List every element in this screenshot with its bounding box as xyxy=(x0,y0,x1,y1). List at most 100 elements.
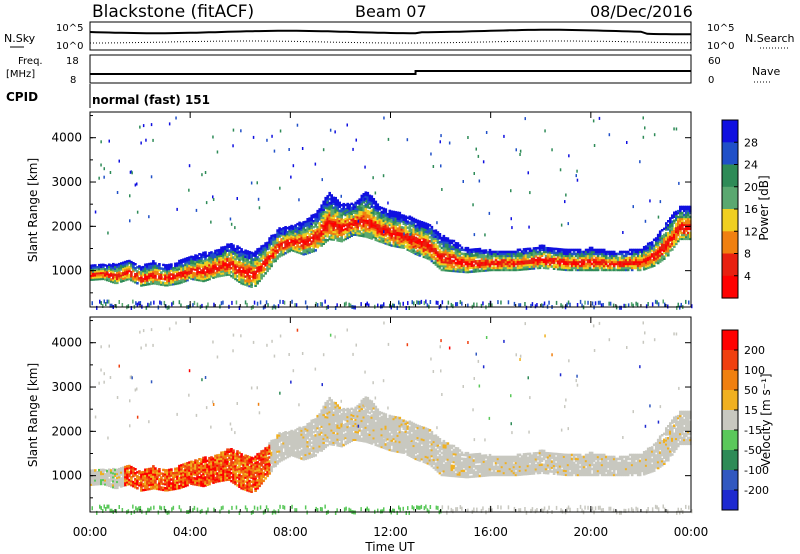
power-cell xyxy=(432,247,436,251)
velocity-cell xyxy=(126,475,129,478)
power-cell xyxy=(675,234,678,238)
power-near-range xyxy=(662,299,664,304)
power-cell xyxy=(240,272,243,275)
power-cell xyxy=(346,206,349,210)
velocity-cell xyxy=(222,459,225,462)
power-cell xyxy=(372,220,376,223)
power-cell xyxy=(669,219,672,222)
power-cell xyxy=(218,264,221,268)
velocity-cell xyxy=(198,464,201,467)
power-near-range xyxy=(324,299,326,304)
power-cell xyxy=(310,226,313,230)
power-cell xyxy=(174,262,177,266)
power-cell xyxy=(386,222,390,226)
power-colorbar-label: Power [dB] xyxy=(757,175,771,240)
power-cell xyxy=(442,266,446,270)
power-scatter xyxy=(441,188,443,191)
power-cell xyxy=(398,225,402,229)
power-cell xyxy=(246,272,249,275)
power-cell xyxy=(424,248,428,251)
noise-left-tick-top: 10^5 xyxy=(56,23,83,34)
power-cell xyxy=(476,252,480,255)
velocity-cell xyxy=(194,465,197,468)
power-cell xyxy=(514,260,518,264)
power-cell xyxy=(258,269,261,273)
power-cell xyxy=(466,270,470,274)
power-cell xyxy=(390,226,394,229)
power-cell xyxy=(548,257,552,260)
velocity-cell xyxy=(104,473,107,476)
power-cell xyxy=(338,221,341,225)
power-cell xyxy=(324,220,327,224)
power-cell xyxy=(689,211,692,215)
power-cell xyxy=(336,239,339,242)
power-cell xyxy=(254,274,257,278)
power-cell xyxy=(228,271,231,274)
power-cell xyxy=(502,260,506,264)
power-cell xyxy=(598,264,602,268)
power-cell xyxy=(114,275,117,279)
power-cell xyxy=(650,243,654,246)
power-cell xyxy=(677,231,680,235)
power-cell xyxy=(142,265,145,269)
power-near-range xyxy=(679,305,681,310)
velocity-cell xyxy=(150,477,153,480)
power-cell xyxy=(252,258,255,261)
power-cell xyxy=(400,246,404,249)
power-cell xyxy=(476,269,480,273)
power-near-range xyxy=(91,301,93,306)
power-cell xyxy=(396,213,400,216)
power-cell xyxy=(506,260,510,264)
power-cell xyxy=(134,277,137,280)
power-cell xyxy=(178,263,181,267)
power-cell xyxy=(368,222,372,225)
power-cell xyxy=(272,244,275,247)
power-cell xyxy=(90,278,93,281)
power-cell xyxy=(432,245,436,249)
power-cell xyxy=(528,255,532,258)
power-cell xyxy=(540,264,544,267)
power-cell xyxy=(446,249,450,252)
power-cell xyxy=(492,268,496,272)
power-cell xyxy=(588,268,592,272)
power-scatter xyxy=(568,154,570,158)
power-cell xyxy=(582,266,586,270)
velocity-cell xyxy=(174,475,177,479)
power-cell xyxy=(596,252,600,256)
power-cell xyxy=(478,253,482,257)
power-scatter xyxy=(622,231,624,234)
power-cell xyxy=(548,261,552,264)
power-cell xyxy=(372,218,376,221)
velocity-cell xyxy=(124,465,127,469)
power-cell xyxy=(214,255,217,259)
power-cell xyxy=(466,262,470,266)
power-cell xyxy=(604,256,608,260)
power-cell xyxy=(374,224,378,228)
power-cell xyxy=(681,205,684,209)
velocity-cell xyxy=(160,488,163,491)
power-cell xyxy=(406,242,410,245)
power-cell xyxy=(418,238,422,241)
power-cell xyxy=(96,270,99,273)
power-cell xyxy=(370,237,374,240)
power-cell xyxy=(656,233,660,237)
power-cell xyxy=(665,236,668,239)
power-cell xyxy=(444,251,448,254)
y-tick-label: 3000 xyxy=(51,175,82,189)
velocity-cell xyxy=(94,481,97,484)
velocity-cell xyxy=(198,466,201,469)
power-cell xyxy=(408,241,412,244)
power-cell xyxy=(160,271,163,274)
velocity-cell xyxy=(224,474,227,478)
power-near-range xyxy=(360,302,362,307)
power-cell xyxy=(392,214,396,218)
power-cell xyxy=(671,216,674,219)
power-cell xyxy=(254,250,257,254)
velocity-cell xyxy=(164,473,167,476)
power-cell xyxy=(486,259,490,262)
velocity-cell xyxy=(208,456,211,460)
velocity-cell xyxy=(122,468,125,471)
power-cell xyxy=(478,249,482,253)
power-cell xyxy=(410,234,414,237)
power-cell xyxy=(394,243,398,246)
